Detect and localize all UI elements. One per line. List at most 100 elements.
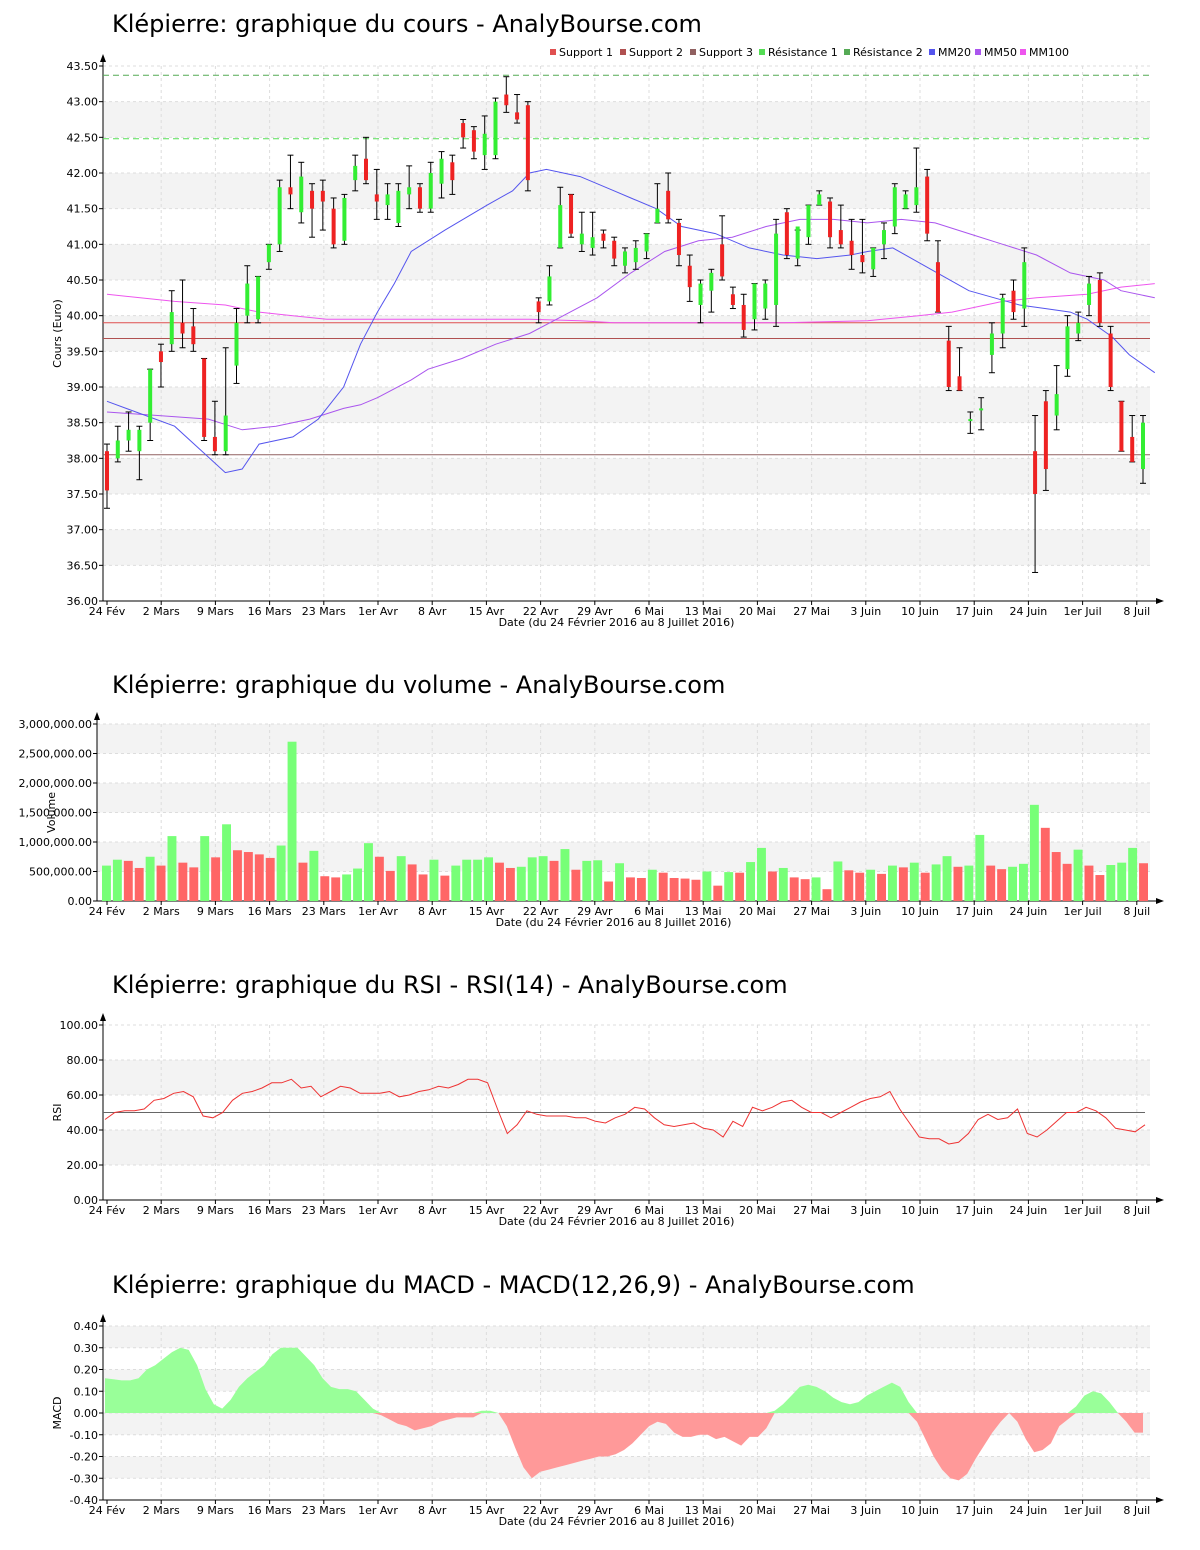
legend-label: Support 1 [559,46,613,59]
candle-body [299,176,304,213]
candle-body [115,440,120,459]
candle-body [579,233,584,245]
volume-bar [254,854,264,901]
candle-body [482,133,487,156]
y-axis-label: MACD [51,1397,64,1430]
x-tick-label: 1er Avr [358,905,398,918]
x-tick-label: 24 Fév [89,1504,126,1517]
x-tick-label: 10 Juin [901,1204,939,1217]
candle-body [860,255,865,263]
rsi-chart: 0.00 20.00 40.00 60.00 80.00 100.00 24 Fév 2 Ma… [51,1013,1164,1228]
y-tick-label: 43.50 [67,60,99,73]
candle-body [752,283,757,320]
x-tick-label: 10 Juin [901,605,939,618]
y-tick-label: 36.50 [67,559,99,572]
legend-swatch [690,49,696,55]
candle-body [288,187,293,195]
candle-body [892,187,897,227]
volume-bar [680,878,690,901]
volume-bar [844,870,854,901]
y-tick-label: 20.00 [67,1159,99,1172]
y-tick-label: 37.50 [67,488,99,501]
x-tick-label: 16 Mars [248,1504,292,1517]
volume-bar [833,861,843,901]
grid-band [97,783,1150,813]
volume-bar [724,872,734,901]
legend-swatch [620,49,626,55]
candle-body [871,247,876,270]
candle-body [234,322,239,366]
volume-bar [898,867,908,901]
candle-body [709,272,714,291]
volume-bar [331,877,341,901]
x-tick-label: 6 Mai [634,1204,664,1217]
y-tick-label: 39.50 [67,345,99,358]
x-tick-label: 2 Mars [143,905,180,918]
candle-body [1141,422,1145,470]
x-tick-label: 17 Juin [955,1504,993,1517]
candle-body [644,233,649,252]
x-tick-label: 17 Juin [955,1204,993,1217]
x-tick-label: 16 Mars [248,605,292,618]
y-axis-label: Cours (Euro) [51,299,64,368]
volume-bar [615,863,624,901]
volume-bar [1139,863,1148,901]
candle-body [202,358,207,437]
volume-bar [374,856,384,901]
grid-band [103,458,1150,494]
candle-body [774,233,779,305]
y-tick-label: 41.00 [67,238,99,251]
candle-body [687,265,692,288]
volume-bar [1073,849,1083,901]
x-tick-label: 8 Avr [418,1504,447,1517]
legend-label: MM100 [1029,46,1069,59]
grid-band [103,529,1150,566]
x-tick-label: 1er Juil [1064,1204,1102,1217]
candle-body [741,304,746,330]
volume-bar [145,856,155,901]
x-tick-label: 8 Juil [1123,1504,1150,1517]
y-tick-label: 38.50 [67,417,99,430]
volume-bar [964,865,974,901]
x-tick-label: 27 Mai [793,905,830,918]
candle-body [1087,283,1092,305]
x-tick-label: 22 Avr [523,1504,559,1517]
x-tick-label: 24 Juin [1010,905,1048,918]
x-tick-label: 1er Juil [1064,1504,1102,1517]
y-tick-label: -0.30 [70,1472,98,1485]
candle-body [320,190,325,202]
volume-bar [1117,862,1127,901]
volume-bar [549,860,559,901]
volume-chart-title: Klépierre: graphique du volume - AnalyBo… [112,671,726,699]
x-tick-label: 22 Avr [523,605,559,618]
x-tick-label: 24 Juin [1010,1504,1048,1517]
volume-bar [604,881,614,901]
candle-body [806,205,811,238]
candle-body [461,123,466,138]
y-tick-label: 0.20 [74,1364,99,1377]
volume-bar [713,885,723,901]
x-tick-label: 13 Mai [685,1504,722,1517]
volume-bar [451,865,461,901]
volume-bar [647,869,657,901]
volume-bar [877,873,886,901]
y-axis-arrow [100,1314,106,1322]
volume-bar [593,860,603,901]
candle-body [784,212,789,256]
rsi-line [104,1078,1146,1145]
volume-bar [582,860,592,901]
candle-body [547,276,552,302]
candle-body [137,429,142,452]
x-tick-label: 24 Juin [1010,1204,1048,1217]
volume-bar [986,865,996,901]
candle-body [471,130,476,152]
volume-bar [538,856,548,901]
macd-negative-area [105,1413,1143,1481]
macd-positive-area [105,1347,1143,1413]
volume-bar [276,845,286,901]
candle-body [914,187,919,206]
volume-bar [178,862,188,901]
candle-body [1097,280,1102,323]
volume-bar [320,876,330,901]
candle-body [1119,401,1124,452]
